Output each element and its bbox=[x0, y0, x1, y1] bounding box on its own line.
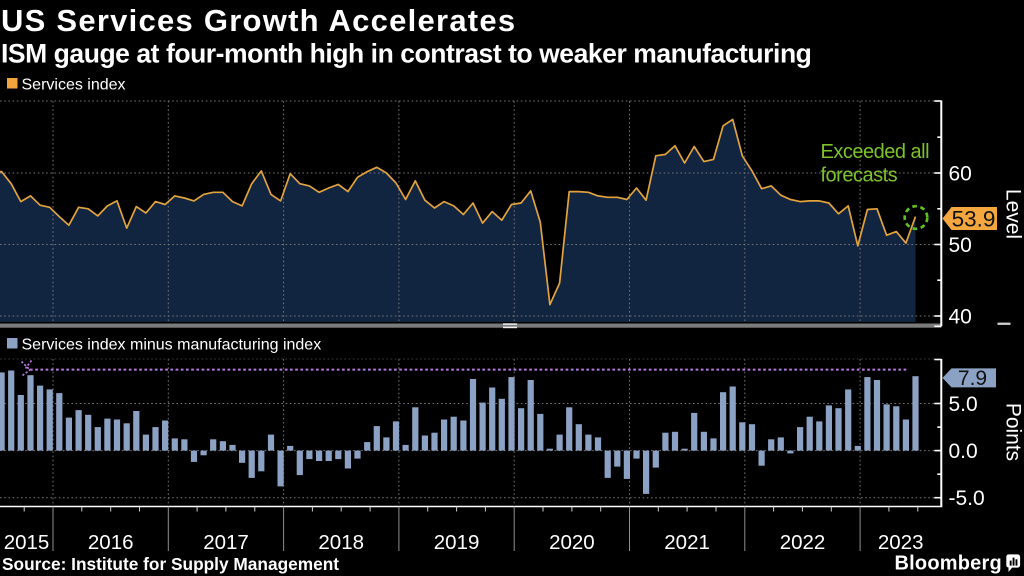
svg-text:2020: 2020 bbox=[549, 531, 595, 554]
svg-text:5.0: 5.0 bbox=[949, 393, 978, 416]
svg-text:Points: Points bbox=[1002, 403, 1024, 461]
svg-text:50: 50 bbox=[949, 234, 972, 257]
svg-text:2019: 2019 bbox=[434, 531, 480, 554]
svg-text:0.0: 0.0 bbox=[949, 440, 978, 463]
svg-text:60: 60 bbox=[949, 162, 972, 185]
svg-text:2021: 2021 bbox=[664, 531, 710, 554]
svg-text:Source: Institute for Supply M: Source: Institute for Supply Management bbox=[2, 554, 339, 574]
svg-text:40: 40 bbox=[949, 305, 972, 328]
svg-text:2022: 2022 bbox=[780, 531, 826, 554]
svg-text:2017: 2017 bbox=[203, 531, 249, 554]
svg-text:2018: 2018 bbox=[318, 531, 364, 554]
svg-text:Level: Level bbox=[1002, 189, 1024, 239]
svg-text:Exceeded all: Exceeded all bbox=[821, 141, 930, 163]
svg-text:Services index minus manufactu: Services index minus manufacturing index bbox=[22, 337, 322, 354]
svg-text:forecasts: forecasts bbox=[821, 165, 898, 187]
svg-text:2023: 2023 bbox=[878, 531, 924, 554]
svg-text:Services index: Services index bbox=[22, 77, 126, 94]
svg-text:Bloomberg: Bloomberg bbox=[895, 553, 1002, 575]
svg-text:ISM gauge at four-month high i: ISM gauge at four-month high in contrast… bbox=[1, 39, 811, 69]
svg-text:US Services Growth Accelerates: US Services Growth Accelerates bbox=[1, 3, 516, 38]
svg-text:2015: 2015 bbox=[4, 531, 50, 554]
svg-text:53.9: 53.9 bbox=[952, 207, 996, 232]
svg-text:2016: 2016 bbox=[88, 531, 134, 554]
svg-text:-5.0: -5.0 bbox=[949, 487, 985, 510]
svg-text:7.9: 7.9 bbox=[958, 367, 987, 390]
